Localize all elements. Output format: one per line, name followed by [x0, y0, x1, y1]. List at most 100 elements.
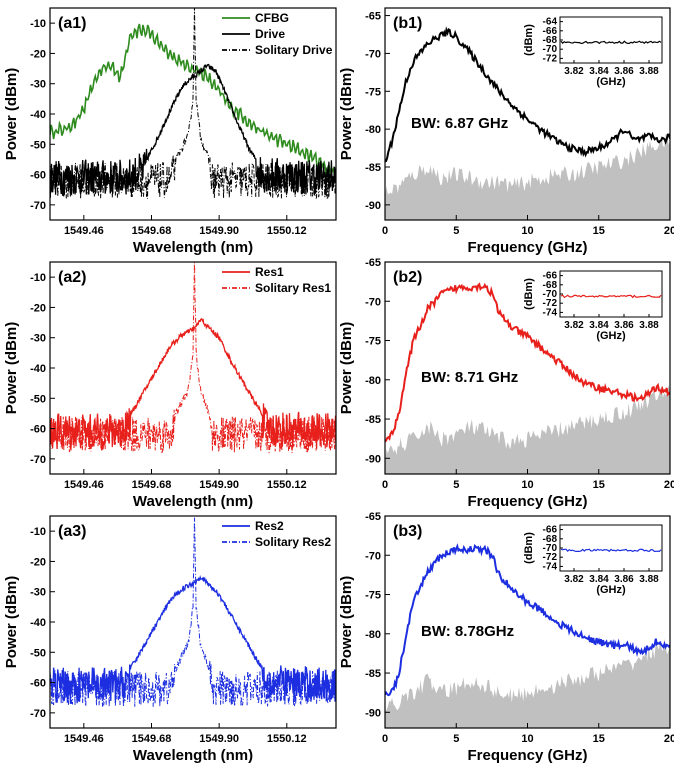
inset-y-label: (dBm) — [523, 278, 535, 310]
inset-x-tick-label: 3.84 — [589, 320, 609, 331]
noise-floor-area — [385, 638, 670, 728]
inset-y-tick-label: -66 — [543, 525, 558, 536]
x-tick-label: 5 — [453, 733, 459, 745]
inset-y-tick-label: -70 — [543, 44, 558, 55]
inset-frame — [559, 16, 663, 64]
legend-label: Solitary Res2 — [255, 535, 331, 549]
y-tick-label: -50 — [30, 139, 46, 151]
y-tick-label: -20 — [30, 302, 46, 314]
y-tick-label: -40 — [30, 109, 46, 121]
inset-y-tick-label: -66 — [543, 271, 558, 282]
x-tick-label: 0 — [382, 479, 388, 491]
x-axis-label: Wavelength (nm) — [133, 239, 253, 256]
inset-x-label: (GHz) — [596, 584, 626, 596]
inset-y-tick-label: -74 — [543, 307, 558, 318]
inset-frame — [559, 270, 663, 318]
inset-trace — [560, 294, 662, 299]
y-axis-label: Power (dBm) — [338, 576, 355, 669]
y-tick-label: -85 — [365, 668, 381, 680]
rf-response-curve — [385, 282, 670, 443]
x-tick-label: 1549.90 — [199, 479, 239, 491]
series-solitary-res2 — [50, 517, 336, 707]
x-tick-label: 0 — [382, 225, 388, 237]
y-axis-label: Power (dBm) — [338, 68, 355, 161]
y-axis-label: Power (dBm) — [3, 576, 20, 669]
panel-tag: (b1) — [393, 15, 422, 32]
inset-trace — [560, 548, 662, 553]
y-tick-label: -20 — [30, 48, 46, 60]
y-tick-label: -85 — [365, 162, 381, 174]
inset-x-tick-label: 3.82 — [564, 66, 584, 77]
plot-area — [50, 517, 336, 707]
noise-floor-area — [385, 134, 670, 220]
panel-tag: (b3) — [393, 523, 422, 540]
inset-y-tick-label: -68 — [543, 35, 558, 46]
x-tick-label: 5 — [453, 479, 459, 491]
rf-response-curve — [385, 543, 670, 697]
inset-y-tick-label: -72 — [543, 53, 558, 64]
x-tick-label: 10 — [521, 733, 533, 745]
x-tick-label: 1550.12 — [267, 225, 307, 237]
y-tick-label: -70 — [30, 200, 46, 212]
x-tick-label: 10 — [521, 479, 533, 491]
inset-frame — [559, 524, 663, 572]
x-tick-label: 1549.46 — [64, 225, 104, 237]
y-tick-label: -70 — [30, 708, 46, 720]
x-tick-label: 0 — [382, 733, 388, 745]
y-tick-label: -75 — [365, 590, 381, 602]
y-tick-label: -30 — [30, 79, 46, 91]
x-tick-label: 1549.68 — [132, 225, 172, 237]
x-tick-label: 1549.68 — [132, 733, 172, 745]
y-tick-label: -70 — [365, 550, 381, 562]
x-axis-label: Frequency (GHz) — [467, 493, 587, 510]
bandwidth-label: BW: 8.71 GHz — [421, 369, 518, 386]
inset-y-tick-label: -68 — [543, 534, 558, 545]
x-tick-label: 1549.46 — [64, 733, 104, 745]
y-tick-label: -90 — [365, 200, 381, 212]
panel-b3: -90 -85 -80 -75 -70 -65 0 5 10 15 20 Frequency (GHz… — [338, 511, 674, 764]
y-tick-label: -65 — [365, 257, 381, 269]
bandwidth-label: BW: 8.78GHz — [421, 623, 514, 640]
x-tick-label: 1549.46 — [64, 479, 104, 491]
bandwidth-label: BW: 6.87 GHz — [411, 115, 508, 132]
series-cfbg — [50, 23, 336, 180]
x-tick-label: 20 — [664, 225, 674, 237]
legend-label: CFBG — [255, 11, 289, 25]
y-tick-label: -75 — [365, 86, 381, 98]
inset-y-tick-label: -64 — [543, 17, 558, 28]
inset-x-tick-label: 3.88 — [639, 66, 659, 77]
x-tick-label: 1550.12 — [267, 479, 307, 491]
y-axis-label: Power (dBm) — [3, 68, 20, 161]
inset-plot: -64-66-68-70-72 3.82 3.84 3.86 3.88 (GHz) (dBm… — [523, 16, 663, 88]
legend-label: Solitary Drive — [255, 43, 333, 57]
x-tick-label: 5 — [453, 225, 459, 237]
inset-plot: -66-68-70-72-74 3.82 3.84 3.86 3.88 (GHz) (dBm… — [523, 270, 663, 342]
y-tick-label: -70 — [30, 454, 46, 466]
y-axis-label: Power (dBm) — [3, 322, 20, 415]
x-tick-label: 10 — [521, 225, 533, 237]
series-solitary-drive — [50, 8, 336, 199]
legend-label: Drive — [255, 27, 285, 41]
panel-b1: -90 -85 -80 -75 -70 -65 0 5 10 15 20 Frequency (GHz… — [338, 7, 674, 256]
series-solitary-res1 — [50, 262, 336, 454]
inset-x-tick-label: 3.88 — [639, 320, 659, 331]
inset-y-tick-label: -72 — [543, 298, 558, 309]
y-tick-label: -60 — [30, 170, 46, 182]
panel-tag: (a1) — [58, 15, 86, 32]
y-tick-label: -30 — [30, 333, 46, 345]
y-tick-label: -85 — [365, 414, 381, 426]
x-tick-label: 15 — [593, 225, 605, 237]
panel-tag: (b2) — [393, 269, 422, 286]
x-tick-label: 20 — [664, 733, 674, 745]
plot-area — [385, 282, 670, 474]
x-tick-label: 15 — [593, 733, 605, 745]
inset-y-tick-label: -74 — [543, 561, 558, 572]
y-tick-label: -70 — [365, 296, 381, 308]
y-tick-label: -60 — [30, 424, 46, 436]
inset-y-label: (dBm) — [523, 24, 535, 56]
inset-x-label: (GHz) — [596, 76, 626, 88]
inset-x-tick-label: 3.86 — [614, 320, 634, 331]
y-tick-label: -90 — [365, 453, 381, 465]
x-tick-label: 1549.90 — [199, 225, 239, 237]
